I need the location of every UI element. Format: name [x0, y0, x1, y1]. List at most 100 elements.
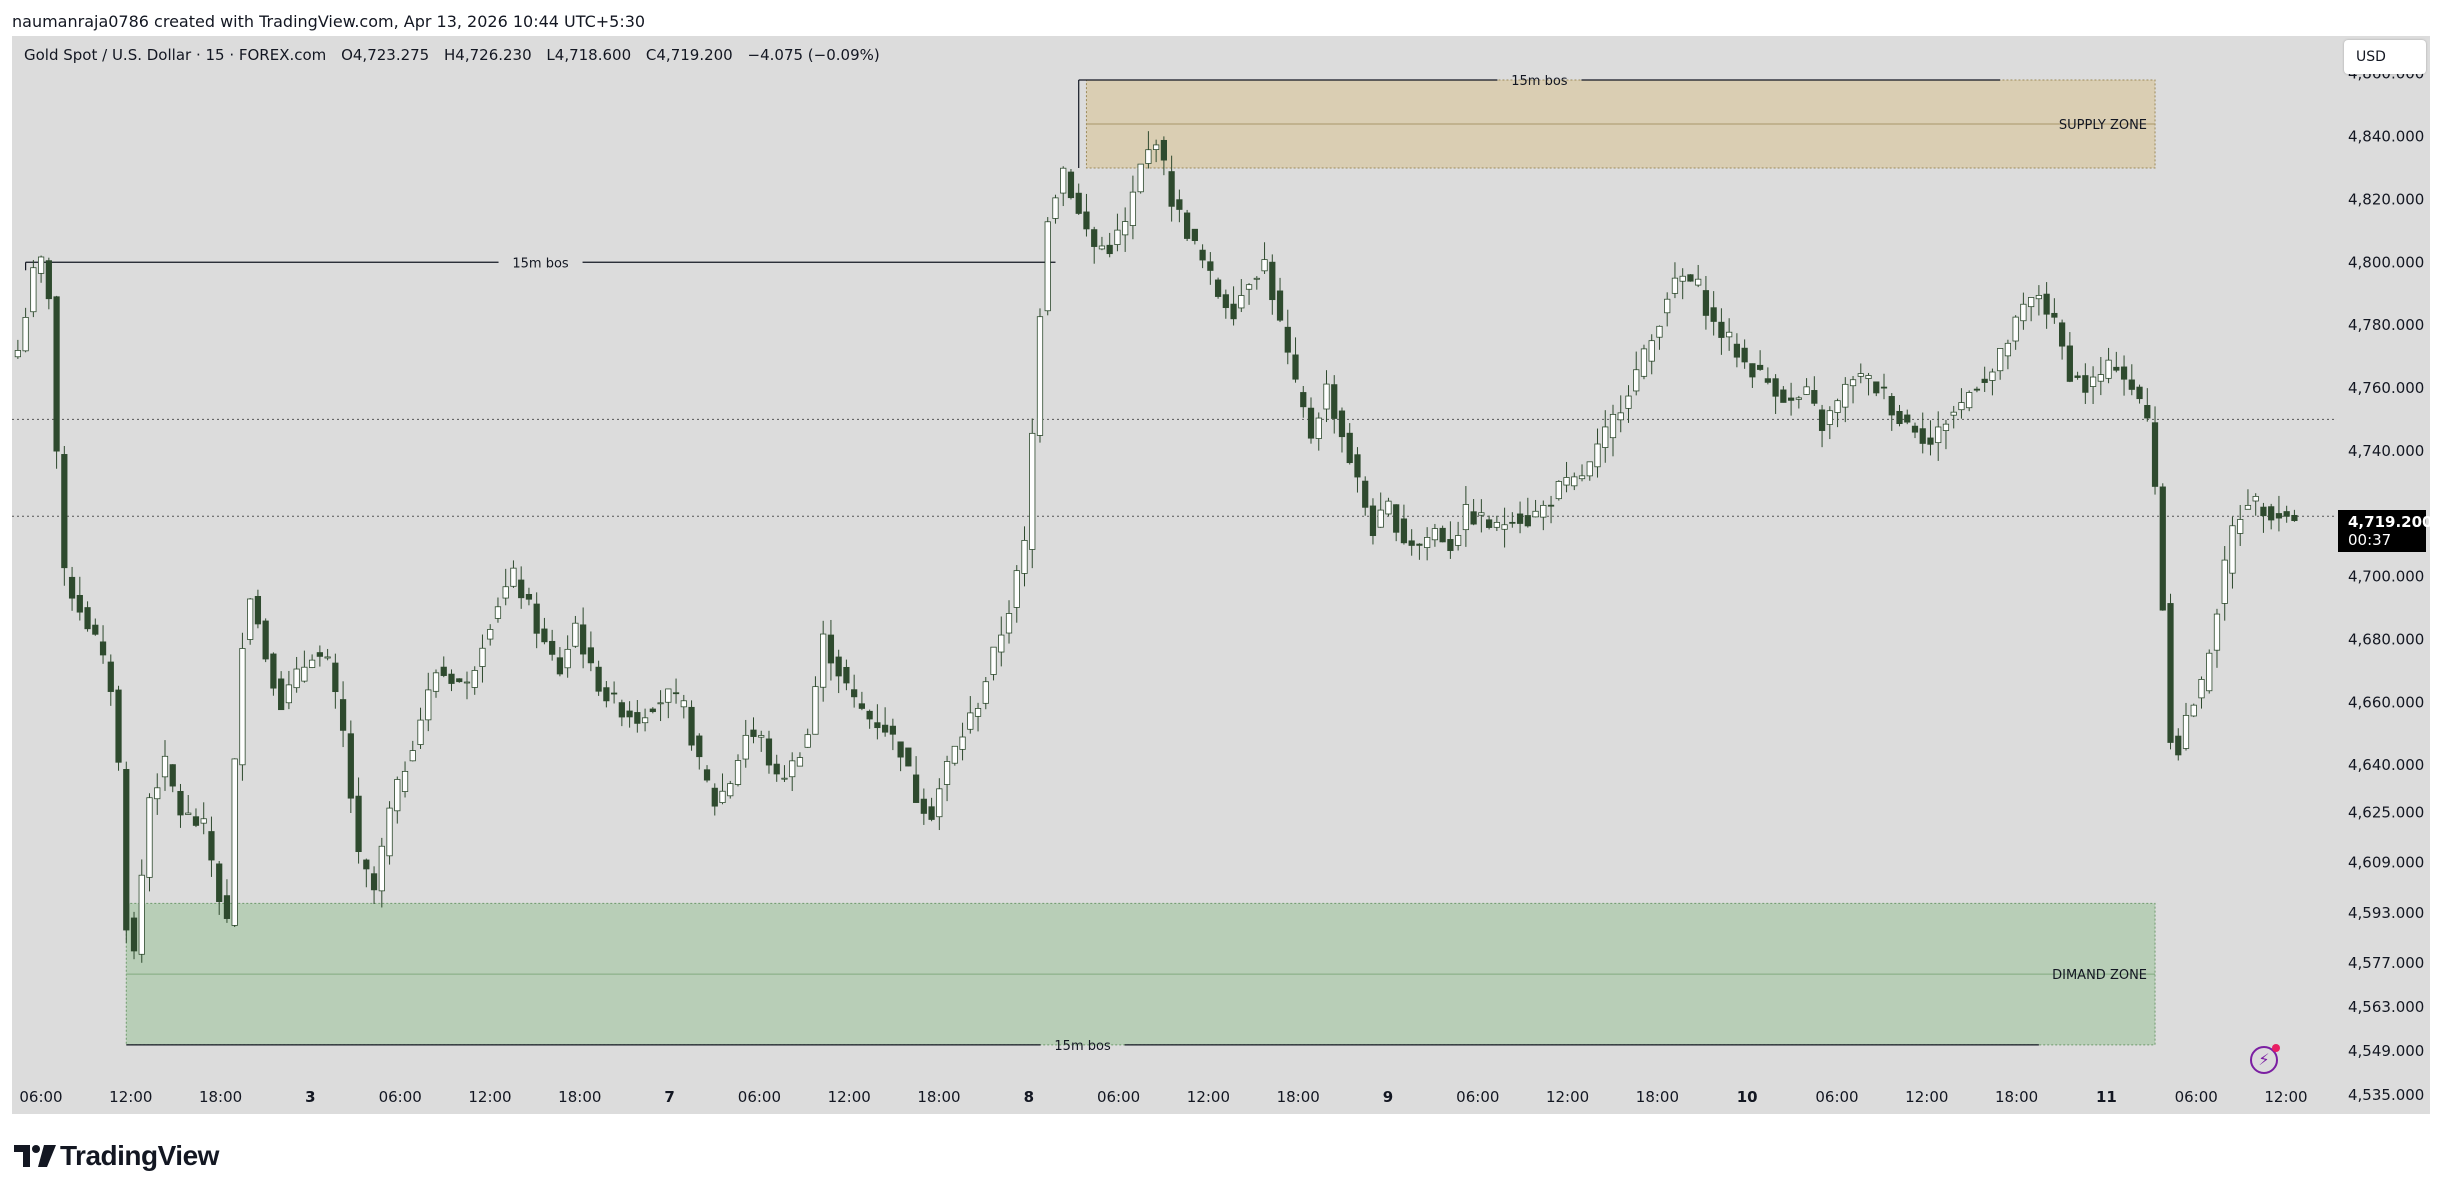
candle-body: [316, 652, 323, 657]
candle-body: [1067, 171, 1075, 199]
candle-body: [223, 895, 231, 919]
candle-body: [370, 873, 378, 891]
candle-body: [1393, 504, 1400, 533]
y-tick-label: 4,780.000: [2348, 316, 2424, 334]
candle-body: [610, 692, 618, 695]
candle-body: [177, 790, 184, 816]
lightning-alert-icon[interactable]: ⚡: [2250, 1044, 2280, 1074]
candle-body: [270, 653, 277, 689]
candle-body: [665, 688, 672, 703]
candle-body: [1416, 543, 1423, 546]
candle-body: [1207, 261, 1214, 271]
candle-body: [1369, 505, 1377, 537]
x-tick-label: 10: [1737, 1088, 1758, 1106]
candle-body: [2206, 652, 2213, 692]
candle-body: [1431, 528, 1439, 541]
y-tick-label: 4,760.000: [2348, 379, 2424, 397]
candle-body: [874, 722, 881, 729]
candle-body: [672, 692, 680, 695]
candle-body: [2151, 422, 2159, 487]
candle-body: [1664, 298, 1671, 314]
candle-body: [2074, 375, 2081, 378]
candle-body: [463, 681, 471, 684]
x-tick-label: 06:00: [2175, 1088, 2218, 1106]
candle-body: [154, 787, 161, 800]
demand-zone-label: DIMAND ZONE: [2052, 968, 2147, 983]
candle-body: [1509, 521, 1516, 524]
candle-body: [1849, 379, 1857, 387]
y-tick-label: 4,700.000: [2348, 568, 2424, 586]
candle-body: [967, 712, 974, 730]
candle-body: [866, 710, 873, 720]
currency-button[interactable]: USD: [2344, 40, 2426, 74]
candle-body: [1191, 228, 1198, 242]
notification-dot: [2272, 1044, 2280, 1052]
candle-body: [2237, 519, 2244, 534]
candle-body: [2028, 297, 2035, 308]
x-tick-label: 12:00: [1905, 1088, 1948, 1106]
x-tick-label: 18:00: [917, 1088, 960, 1106]
supply-zone-label: SUPPLY ZONE: [2059, 118, 2147, 133]
candle-body: [1919, 428, 1926, 444]
candle-body: [2167, 603, 2174, 743]
candle-body: [1424, 537, 1431, 548]
candle-body: [2012, 316, 2019, 342]
candle-body: [1640, 348, 1648, 377]
candle-body: [1214, 279, 1222, 297]
candle-body: [1880, 386, 1888, 389]
y-tick-label: 4,660.000: [2348, 693, 2424, 711]
candle-body: [146, 797, 153, 878]
candle-body: [1021, 540, 1028, 574]
candle-body: [912, 774, 920, 803]
candle-body: [123, 769, 130, 931]
candle-body: [2291, 514, 2298, 522]
candle-body: [711, 787, 718, 807]
candle-body: [1168, 171, 1175, 207]
candle-body: [185, 812, 192, 815]
candle-body: [1873, 381, 1880, 394]
candle-body: [796, 757, 804, 767]
candle-body: [1307, 407, 1315, 439]
candle-body: [703, 769, 711, 781]
symbol-name[interactable]: Gold Spot / U.S. Dollar · 15 · FOREX.com: [24, 46, 327, 64]
candle-body: [1726, 331, 1733, 338]
candle-body: [76, 594, 83, 613]
candle-body: [409, 750, 416, 762]
candle-body: [936, 788, 943, 818]
candle-body: [324, 656, 331, 659]
candle-body: [432, 672, 440, 692]
y-tick-label: 4,740.000: [2348, 442, 2424, 460]
candle-body: [301, 666, 308, 682]
candle-body: [928, 806, 935, 820]
y-tick-label: 4,535.000: [2348, 1086, 2424, 1104]
y-tick-label: 4,625.000: [2348, 803, 2424, 821]
candle-body: [425, 689, 432, 721]
candle-body: [2190, 704, 2197, 717]
candle-body: [835, 656, 842, 677]
candle-body: [278, 678, 285, 711]
x-tick-label: 18:00: [1995, 1088, 2038, 1106]
candle-body: [750, 729, 757, 737]
candle-body: [1362, 480, 1369, 508]
candle-body: [719, 790, 726, 803]
candle-body: [734, 760, 742, 785]
candle-body: [1106, 244, 1113, 255]
y-tick-label: 4,609.000: [2348, 854, 2424, 872]
candle-body: [1400, 518, 1408, 544]
x-tick-label: 18:00: [1277, 1088, 1320, 1106]
candle-body: [556, 657, 564, 675]
symbol-legend[interactable]: Gold Spot / U.S. Dollar · 15 · FOREX.com…: [24, 46, 890, 64]
candle-body: [1230, 303, 1237, 320]
candle-body: [1005, 613, 1013, 634]
candle-body: [208, 831, 215, 861]
candle-body: [773, 763, 780, 775]
chart-area[interactable]: SUPPLY ZONE DIMAND ZONE 15m bos 15m bos 15m …: [12, 36, 2430, 1114]
candle-body: [1137, 163, 1144, 193]
price-chart[interactable]: SUPPLY ZONE DIMAND ZONE 15m bos 15m bos 15m …: [12, 36, 2430, 1114]
candle-body: [1075, 192, 1082, 214]
tradingview-logo[interactable]: TradingView: [14, 1140, 219, 1172]
candle-body: [494, 606, 502, 619]
candle-body: [587, 647, 594, 664]
ohlc-low: L4,718.600: [546, 46, 632, 64]
candle-body: [572, 622, 579, 647]
